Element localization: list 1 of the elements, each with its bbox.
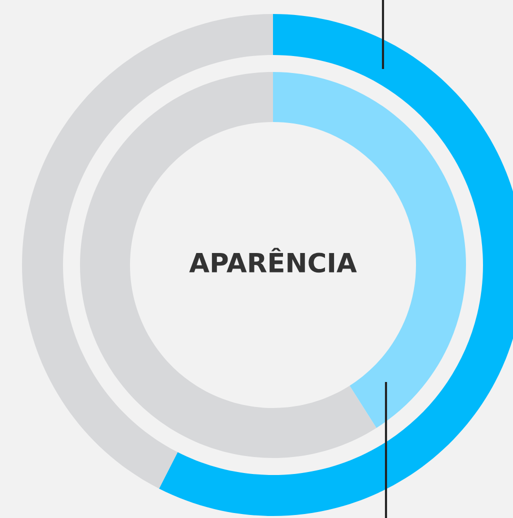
text: APARÊNCIA xyxy=(189,248,357,273)
